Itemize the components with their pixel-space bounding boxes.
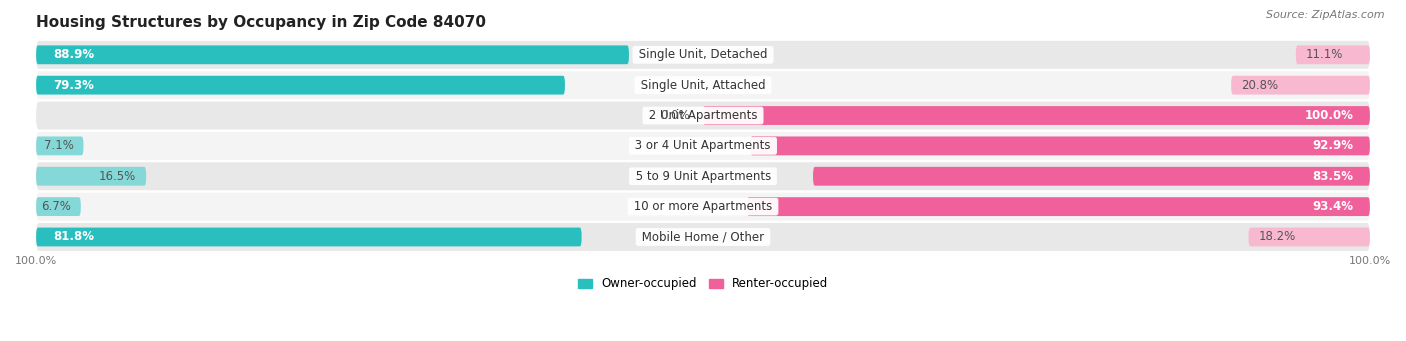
FancyBboxPatch shape — [37, 223, 1369, 251]
Text: 83.5%: 83.5% — [1312, 170, 1353, 183]
FancyBboxPatch shape — [37, 76, 565, 94]
FancyBboxPatch shape — [37, 132, 1369, 160]
FancyBboxPatch shape — [1296, 45, 1369, 64]
FancyBboxPatch shape — [37, 227, 582, 247]
Text: 88.9%: 88.9% — [53, 48, 94, 61]
FancyBboxPatch shape — [747, 197, 1369, 216]
FancyBboxPatch shape — [1232, 76, 1369, 94]
Text: 18.2%: 18.2% — [1258, 231, 1296, 243]
FancyBboxPatch shape — [37, 41, 1369, 69]
Text: 3 or 4 Unit Apartments: 3 or 4 Unit Apartments — [631, 139, 775, 152]
FancyBboxPatch shape — [37, 197, 80, 216]
FancyBboxPatch shape — [37, 136, 83, 155]
Text: 100.0%: 100.0% — [1305, 109, 1353, 122]
Text: Source: ZipAtlas.com: Source: ZipAtlas.com — [1267, 10, 1385, 20]
Text: 20.8%: 20.8% — [1241, 79, 1278, 92]
Text: Single Unit, Detached: Single Unit, Detached — [636, 48, 770, 61]
Text: 5 to 9 Unit Apartments: 5 to 9 Unit Apartments — [631, 170, 775, 183]
FancyBboxPatch shape — [37, 162, 1369, 190]
FancyBboxPatch shape — [703, 106, 1369, 125]
FancyBboxPatch shape — [37, 193, 1369, 221]
Text: 11.1%: 11.1% — [1306, 48, 1343, 61]
FancyBboxPatch shape — [751, 136, 1369, 155]
Text: 7.1%: 7.1% — [44, 139, 73, 152]
Text: 92.9%: 92.9% — [1312, 139, 1353, 152]
FancyBboxPatch shape — [813, 167, 1369, 186]
Text: 81.8%: 81.8% — [53, 231, 94, 243]
FancyBboxPatch shape — [37, 167, 146, 186]
Text: Mobile Home / Other: Mobile Home / Other — [638, 231, 768, 243]
FancyBboxPatch shape — [37, 45, 628, 64]
Text: 79.3%: 79.3% — [53, 79, 94, 92]
Legend: Owner-occupied, Renter-occupied: Owner-occupied, Renter-occupied — [572, 273, 834, 295]
Text: 93.4%: 93.4% — [1312, 200, 1353, 213]
Text: Housing Structures by Occupancy in Zip Code 84070: Housing Structures by Occupancy in Zip C… — [37, 15, 486, 30]
Text: 0.0%: 0.0% — [659, 109, 690, 122]
FancyBboxPatch shape — [37, 102, 1369, 130]
Text: 16.5%: 16.5% — [98, 170, 136, 183]
Text: 2 Unit Apartments: 2 Unit Apartments — [645, 109, 761, 122]
Text: 10 or more Apartments: 10 or more Apartments — [630, 200, 776, 213]
Text: Single Unit, Attached: Single Unit, Attached — [637, 79, 769, 92]
FancyBboxPatch shape — [1249, 227, 1369, 247]
FancyBboxPatch shape — [37, 71, 1369, 99]
Text: 6.7%: 6.7% — [41, 200, 70, 213]
